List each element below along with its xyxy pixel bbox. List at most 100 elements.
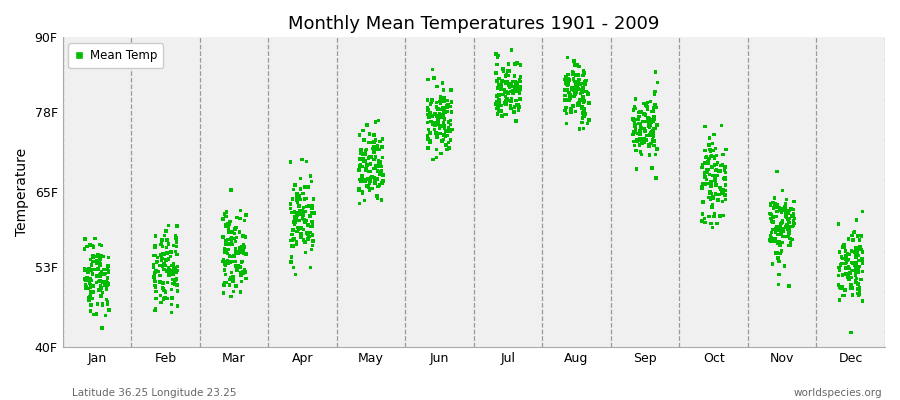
Text: Latitude 36.25 Longitude 23.25: Latitude 36.25 Longitude 23.25 <box>72 388 237 398</box>
Point <box>841 274 855 281</box>
Point <box>500 78 514 84</box>
Point <box>490 111 504 117</box>
Point <box>428 126 442 133</box>
Point <box>508 61 522 67</box>
Point <box>219 241 233 248</box>
Point <box>428 122 443 129</box>
Point <box>785 213 799 219</box>
Point <box>216 257 230 263</box>
Point <box>787 218 801 224</box>
Point <box>492 92 507 98</box>
Point <box>704 183 718 189</box>
Point <box>366 174 381 181</box>
Point <box>94 277 108 284</box>
Point <box>287 236 302 242</box>
Point <box>432 130 446 136</box>
Y-axis label: Temperature: Temperature <box>15 148 29 236</box>
Point <box>626 107 641 113</box>
Point <box>695 211 709 218</box>
Point <box>853 257 868 264</box>
Point <box>432 111 446 117</box>
Point <box>436 111 451 117</box>
Point <box>559 73 573 80</box>
Point <box>832 264 846 270</box>
Point <box>294 234 309 241</box>
Point <box>580 91 595 98</box>
Point <box>77 236 92 242</box>
Point <box>571 72 585 78</box>
Point <box>646 128 661 134</box>
Point <box>287 209 302 215</box>
Point <box>708 145 723 152</box>
Point <box>86 254 100 261</box>
Point <box>90 266 104 272</box>
Point <box>852 291 867 297</box>
Point <box>775 207 789 213</box>
Point <box>305 205 320 212</box>
Point <box>562 96 576 102</box>
Point <box>492 97 507 103</box>
Point <box>491 82 506 88</box>
Point <box>354 162 368 168</box>
Point <box>577 113 591 120</box>
Point <box>628 96 643 102</box>
Point <box>429 112 444 118</box>
Point <box>99 283 113 290</box>
Point <box>425 121 439 127</box>
Point <box>222 253 237 259</box>
Point <box>298 217 312 224</box>
Point <box>82 280 96 287</box>
Point <box>702 155 716 162</box>
Point <box>436 87 451 93</box>
Point <box>491 85 505 91</box>
Point <box>158 262 173 269</box>
Point <box>847 229 861 236</box>
Point <box>709 166 724 173</box>
Point <box>285 237 300 243</box>
Point <box>505 47 519 53</box>
Point <box>226 274 240 280</box>
Point <box>500 98 515 104</box>
Point <box>785 236 799 243</box>
Point <box>284 238 298 244</box>
Point <box>360 162 374 168</box>
Point <box>87 266 102 272</box>
Point <box>575 119 590 126</box>
Point <box>302 233 316 240</box>
Point <box>559 97 573 103</box>
Point <box>371 163 385 169</box>
Point <box>228 252 242 259</box>
Point <box>506 90 520 96</box>
Point <box>500 89 514 95</box>
Point <box>371 157 385 164</box>
Point <box>101 301 115 307</box>
Point <box>94 285 108 291</box>
Point <box>224 238 238 244</box>
Point <box>764 236 778 242</box>
Point <box>364 185 379 192</box>
Point <box>221 260 236 266</box>
Point <box>567 92 581 99</box>
Point <box>359 146 374 153</box>
Point <box>94 271 108 277</box>
Point <box>855 298 869 304</box>
Point <box>763 210 778 217</box>
Point <box>646 142 661 149</box>
Point <box>783 242 797 249</box>
Point <box>785 223 799 230</box>
Point <box>374 144 389 150</box>
Point <box>581 117 596 123</box>
Point <box>642 124 656 130</box>
Point <box>441 128 455 134</box>
Point <box>839 248 853 254</box>
Point <box>762 237 777 243</box>
Point <box>700 160 715 166</box>
Point <box>850 281 865 287</box>
Point <box>150 254 165 260</box>
Point <box>363 187 377 194</box>
Point <box>443 128 457 134</box>
Point <box>370 168 384 174</box>
Point <box>296 237 310 243</box>
Point <box>628 124 643 131</box>
Point <box>85 267 99 273</box>
